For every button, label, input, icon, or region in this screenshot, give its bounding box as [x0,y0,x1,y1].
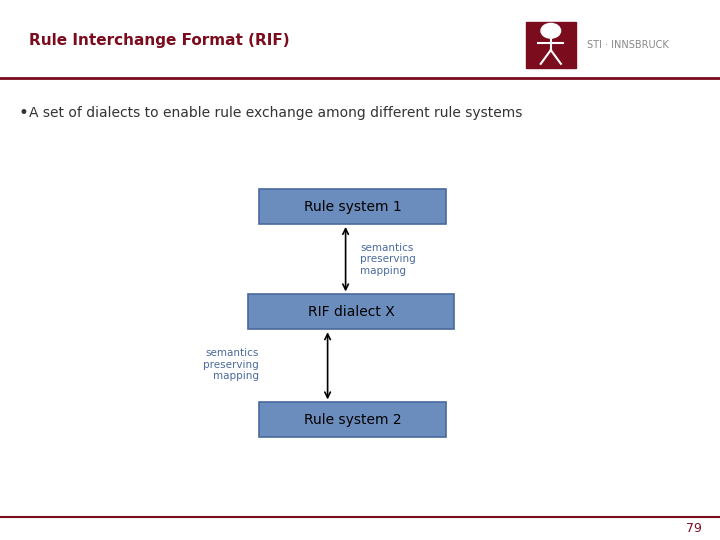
FancyBboxPatch shape [248,294,454,329]
Circle shape [541,23,561,38]
FancyBboxPatch shape [259,402,446,437]
Text: Rule Interchange Format (RIF): Rule Interchange Format (RIF) [29,33,289,48]
Text: semantics
preserving
mapping: semantics preserving mapping [204,348,259,381]
FancyBboxPatch shape [526,22,576,68]
Text: STI · INNSBRUCK: STI · INNSBRUCK [587,40,669,50]
Text: •: • [19,104,29,123]
Text: A set of dialects to enable rule exchange among different rule systems: A set of dialects to enable rule exchang… [29,106,522,120]
Text: Rule system 1: Rule system 1 [304,200,402,213]
Text: RIF dialect X: RIF dialect X [307,305,395,319]
FancyBboxPatch shape [259,189,446,224]
Text: 79: 79 [686,522,702,535]
Text: Rule system 2: Rule system 2 [304,413,402,427]
Text: semantics
preserving
mapping: semantics preserving mapping [360,242,415,276]
